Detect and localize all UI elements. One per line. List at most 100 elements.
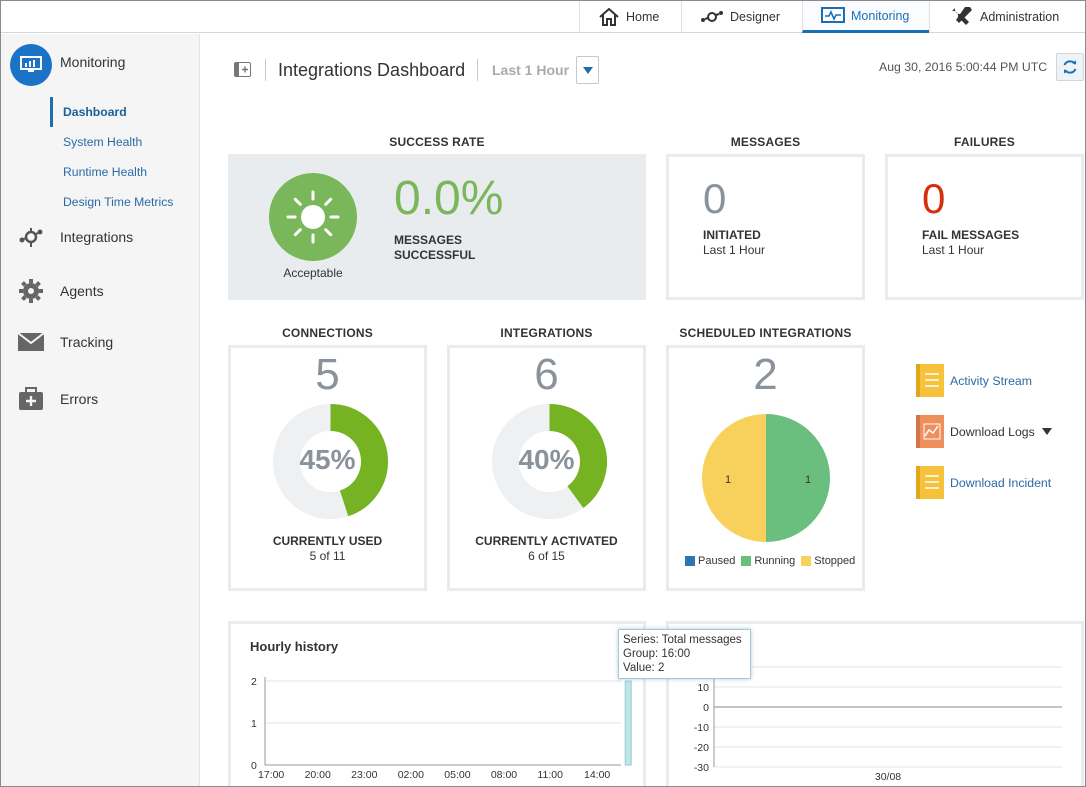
connections-value: 5 <box>315 350 340 399</box>
sidebar-item-label: Errors <box>60 391 99 407</box>
x-tick-label: 20:00 <box>305 769 331 781</box>
scheduled-card: 2 1 1 Paused Running Stopped <box>666 345 865 591</box>
connections-card: 5 45% CURRENTLY USED 5 of 11 <box>228 345 427 591</box>
success-rate-title: SUCCESS RATE <box>389 135 485 149</box>
y-tick-label: 1 <box>251 718 257 730</box>
header-divider <box>477 59 478 81</box>
top-nav: Home Designer Monitoring Administration <box>1 1 1085 33</box>
integrations-arc <box>548 404 607 509</box>
bar-total-messages <box>624 680 632 766</box>
messages-title: MESSAGES <box>730 135 801 149</box>
y-tick-label: -20 <box>694 742 709 754</box>
pie-slice-running[interactable] <box>766 414 830 542</box>
x-tick-label: 14:00 <box>584 769 610 781</box>
sidebar-item-monitoring[interactable]: Monitoring <box>60 54 125 70</box>
integrations-title: INTEGRATIONS <box>500 326 593 340</box>
scheduled-pie: 1 1 <box>702 414 830 542</box>
x-tick-label: 02:00 <box>398 769 424 781</box>
failures-card: 0 FAIL MESSAGES Last 1 Hour <box>885 154 1084 300</box>
tooltip-series: Series: Total messages <box>623 634 742 646</box>
integrations-caption: CURRENTLY ACTIVATED <box>475 534 618 548</box>
header-divider <box>265 59 266 81</box>
sidebar-subnav: Dashboard System Health Runtime Health D… <box>50 97 200 217</box>
pie-label: 1 <box>725 474 731 486</box>
integrations-percent: 40% <box>518 444 575 475</box>
connections-title: CONNECTIONS <box>282 326 373 340</box>
messages-value: 0 <box>703 175 727 222</box>
tab-administration[interactable]: Administration <box>929 1 1085 33</box>
integrations-card: 6 40% CURRENTLY ACTIVATED 6 of 15 <box>447 345 646 591</box>
notebook-icon <box>916 364 944 397</box>
refresh-button[interactable] <box>1056 53 1084 81</box>
connections-sub: 5 of 11 <box>309 549 346 563</box>
x-tick-label: 11:00 <box>537 769 563 781</box>
legend-item-stopped[interactable]: Stopped <box>801 555 855 567</box>
tab-label: Designer <box>730 10 781 24</box>
activity-stream-link[interactable]: Activity Stream <box>916 364 1032 397</box>
tab-home[interactable]: Home <box>579 1 681 33</box>
integrations-donut <box>492 404 607 519</box>
scheduled-legend: Paused Running Stopped <box>685 555 861 567</box>
success-rate-label: MESSAGES SUCCESSFUL <box>394 233 475 263</box>
chevron-down-icon <box>1041 428 1052 435</box>
home-icon <box>599 8 619 26</box>
sidebar-item-errors[interactable]: Errors <box>9 386 98 412</box>
tab-label: Administration <box>980 10 1060 24</box>
subnav-design-time-metrics[interactable]: Design Time Metrics <box>63 195 174 209</box>
y-tick-label: -30 <box>694 762 709 774</box>
connections-caption: CURRENTLY USED <box>272 534 383 548</box>
tab-monitoring[interactable]: Monitoring <box>802 1 929 33</box>
page-title: Integrations Dashboard <box>278 60 466 80</box>
pie-label: 1 <box>805 474 811 486</box>
sidebar-item-agents[interactable]: Agents <box>9 278 104 304</box>
failures-label: FAIL MESSAGES <box>922 228 1020 242</box>
legend-item-running[interactable]: Running <box>741 555 795 567</box>
connections-arc <box>329 404 388 517</box>
sidebar-item-label: Agents <box>60 283 104 299</box>
subnav-dashboard[interactable]: Dashboard <box>50 97 200 127</box>
sidebar-item-integrations[interactable]: Integrations <box>9 224 133 250</box>
failures-title: FAILURES <box>954 135 1015 149</box>
success-rate-label-line: SUCCESSFUL <box>394 248 476 262</box>
quick-link-label: Download Incident <box>950 475 1052 490</box>
y-tick-label: 0 <box>703 702 709 714</box>
legend-item-paused[interactable]: Paused <box>685 555 735 567</box>
hourly-history-title: Hourly history <box>250 639 339 654</box>
notebook-icon <box>916 466 944 499</box>
success-rate-panel: Acceptable 0.0% MESSAGES SUCCESSFUL <box>228 154 646 300</box>
sidebar-toggle-button[interactable] <box>234 62 251 77</box>
subnav-runtime-health[interactable]: Runtime Health <box>63 165 147 179</box>
monitor-icon[interactable] <box>10 44 52 86</box>
x-tick-label: 05:00 <box>444 769 470 781</box>
failures-sub: Last 1 Hour <box>922 243 985 257</box>
success-rate-value: 0.0% <box>394 172 504 225</box>
legend-swatch <box>685 556 695 566</box>
success-status-label: Acceptable <box>283 266 343 280</box>
download-logs-link[interactable]: Download Logs <box>916 415 1052 448</box>
pie-slice-stopped[interactable] <box>702 414 766 542</box>
sidebar-item-label: Integrations <box>60 229 134 245</box>
x-tick-label: 17:00 <box>258 769 284 781</box>
hourly-history-card: Hourly history 0 1 2 17:00 20:00 23:00 02:00 05… <box>228 621 646 786</box>
time-range-label[interactable]: Last 1 Hour <box>492 62 570 78</box>
subnav-system-health[interactable]: System Health <box>63 135 143 149</box>
connections-donut <box>273 404 388 519</box>
download-incident-link[interactable]: Download Incident <box>916 466 1051 499</box>
connections-percent: 45% <box>299 444 356 475</box>
sun-icon <box>269 173 357 261</box>
designer-icon <box>701 11 723 22</box>
sidebar: Monitoring Dashboard System Health Runti… <box>1 34 200 786</box>
hourly-history-chart: 0 1 2 17:00 20:00 23:00 02:00 05:00 08:00 11:00 14… <box>251 676 632 781</box>
tab-designer[interactable]: Designer <box>681 1 802 33</box>
legend-swatch <box>741 556 752 566</box>
sidebar-item-tracking[interactable]: Tracking <box>9 332 113 352</box>
failures-value: 0 <box>922 175 946 222</box>
messages-label: INITIATED <box>703 228 761 242</box>
sidebar-item-label: Tracking <box>60 334 114 350</box>
messages-sub: Last 1 Hour <box>703 243 766 257</box>
legend-label: Stopped <box>814 555 856 567</box>
time-range-dropdown-button[interactable] <box>576 56 599 84</box>
